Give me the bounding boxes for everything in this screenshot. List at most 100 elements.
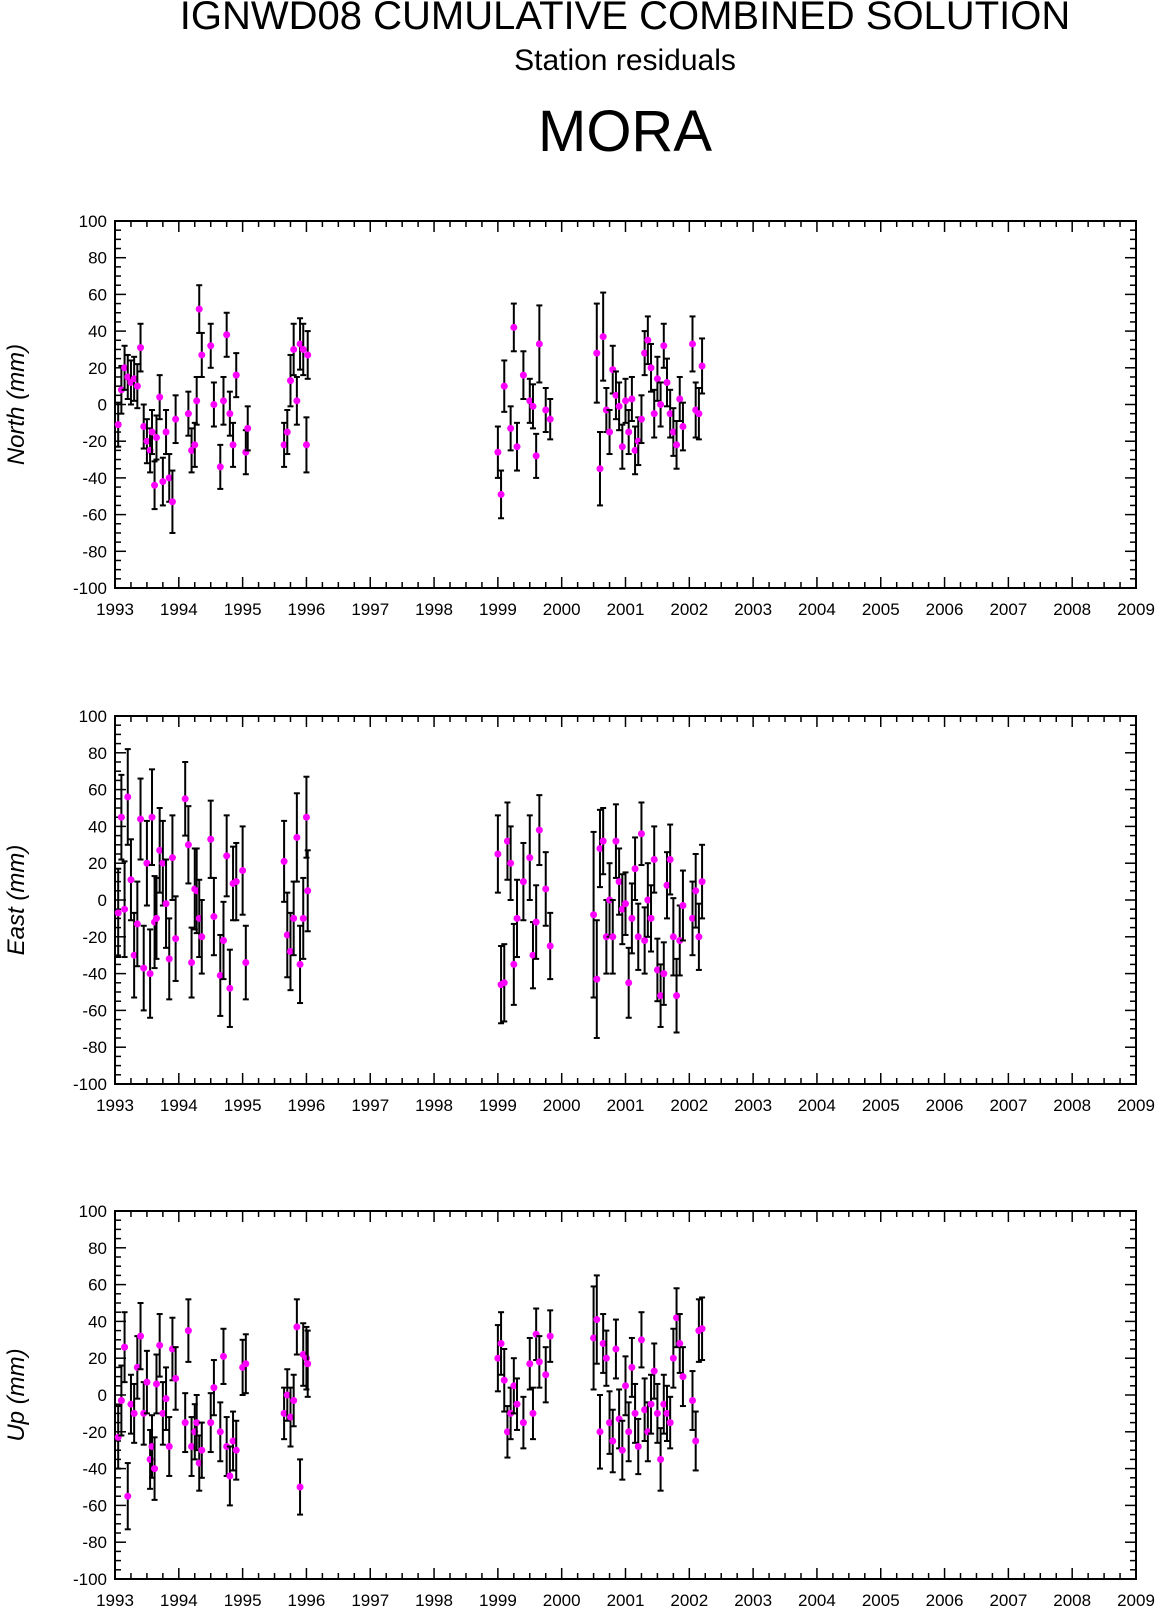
north-y-tick-label: -60 — [82, 506, 107, 525]
east-data-point — [663, 881, 671, 889]
east-data-point — [286, 948, 294, 956]
east-data-point — [692, 887, 700, 895]
east-data-point — [615, 878, 623, 886]
north-data-point — [542, 406, 550, 414]
east-data-point — [165, 955, 173, 963]
up-y-tick-label: 80 — [88, 1239, 107, 1258]
east-data-point — [198, 933, 206, 941]
east-data-point — [148, 813, 156, 821]
east-data-point — [117, 813, 125, 821]
east-data-point — [669, 933, 677, 941]
north-data-point — [497, 490, 505, 498]
up-data-point — [304, 1360, 312, 1368]
north-data-point — [689, 340, 697, 348]
east-data-point — [168, 854, 176, 862]
north-data-point — [612, 391, 620, 399]
north-data-point — [529, 402, 537, 410]
up-data-point — [143, 1378, 151, 1386]
up-data-point — [117, 1397, 125, 1405]
north-data-point — [695, 410, 703, 418]
east-data-point — [293, 833, 301, 841]
east-data-point — [280, 857, 288, 865]
north-data-point — [140, 423, 148, 431]
east-data-point — [679, 902, 687, 910]
north-data-point — [280, 441, 288, 449]
up-data-point — [286, 1413, 294, 1421]
east-x-tick-label: 2004 — [798, 1096, 836, 1115]
east-data-point — [532, 918, 540, 926]
up-data-point — [679, 1373, 687, 1381]
up-data-point — [698, 1325, 706, 1333]
east-data-point — [226, 984, 234, 992]
up-data-point — [628, 1363, 636, 1371]
up-x-tick-label: 2002 — [670, 1591, 708, 1610]
east-data-point — [223, 852, 231, 860]
north-data-point — [657, 401, 665, 408]
up-data-point — [513, 1400, 521, 1408]
east-y-tick-label: -60 — [82, 1001, 107, 1020]
north-x-tick-label: 2009 — [1117, 600, 1155, 619]
east-data-point — [121, 905, 129, 913]
north-data-point — [143, 437, 151, 445]
up-panel: 100 80 60 40 20 0 -20 -40 -60 -80 -100 1993 1994 1995… — [3, 1202, 1155, 1610]
north-data-point — [148, 428, 156, 436]
up-data-point — [216, 1428, 224, 1436]
up-data-point — [631, 1409, 639, 1417]
east-data-point — [529, 951, 537, 959]
north-x-tick-label: 2000 — [543, 600, 581, 619]
east-data-point — [689, 914, 697, 922]
east-data-point — [507, 859, 515, 867]
north-data-point — [283, 428, 291, 436]
north-data-point — [137, 344, 145, 352]
east-data-point — [207, 835, 215, 843]
up-data-point — [140, 1409, 148, 1417]
north-data-point — [223, 331, 231, 339]
up-data-point — [609, 1437, 617, 1445]
east-data-point — [546, 942, 554, 950]
north-x-tick-label: 2004 — [798, 600, 836, 619]
east-data-point — [133, 920, 141, 928]
up-data-point — [606, 1419, 614, 1427]
up-x-tick-label: 1998 — [415, 1591, 453, 1610]
north-data-point — [663, 378, 671, 386]
north-data-point — [647, 364, 655, 372]
north-data-point — [500, 382, 508, 390]
east-x-tick-label: 2008 — [1053, 1096, 1091, 1115]
east-y-tick-label: 20 — [88, 854, 107, 873]
up-x-tick-label: 1999 — [479, 1591, 517, 1610]
up-data-point — [663, 1409, 671, 1417]
up-y-tick-label: -100 — [73, 1570, 107, 1589]
north-data-point — [698, 362, 706, 370]
north-data-point — [133, 382, 141, 390]
east-data-point — [513, 914, 521, 922]
east-data-point — [631, 865, 639, 873]
up-data-point — [602, 1354, 610, 1362]
east-x-tick-label: 1994 — [160, 1096, 198, 1115]
north-x-tick-label: 1997 — [351, 600, 389, 619]
north-data-point — [650, 410, 658, 418]
east-data-point — [162, 900, 170, 908]
north-data-point — [302, 441, 310, 449]
up-data-point — [121, 1343, 129, 1351]
north-x-tick-label: 2001 — [607, 600, 645, 619]
east-data-point — [290, 914, 298, 922]
north-data-point — [596, 465, 604, 473]
up-data-point — [618, 1446, 626, 1454]
up-x-tick-label: 2001 — [607, 1591, 645, 1610]
up-data-point — [599, 1339, 607, 1347]
east-data-point — [510, 960, 518, 968]
east-data-point — [184, 841, 192, 849]
north-data-point — [172, 415, 180, 423]
up-data-point — [232, 1446, 240, 1454]
east-data-point — [283, 931, 291, 939]
east-data-point — [602, 933, 610, 941]
north-data-point — [168, 498, 176, 506]
east-x-tick-label: 2005 — [862, 1096, 900, 1115]
up-data-point — [637, 1336, 645, 1344]
east-data-point — [152, 914, 160, 922]
up-data-point — [151, 1465, 159, 1473]
north-data-point — [198, 351, 206, 359]
north-y-axis-label: North (mm) — [3, 344, 30, 465]
east-x-tick-label: 2007 — [989, 1096, 1027, 1115]
